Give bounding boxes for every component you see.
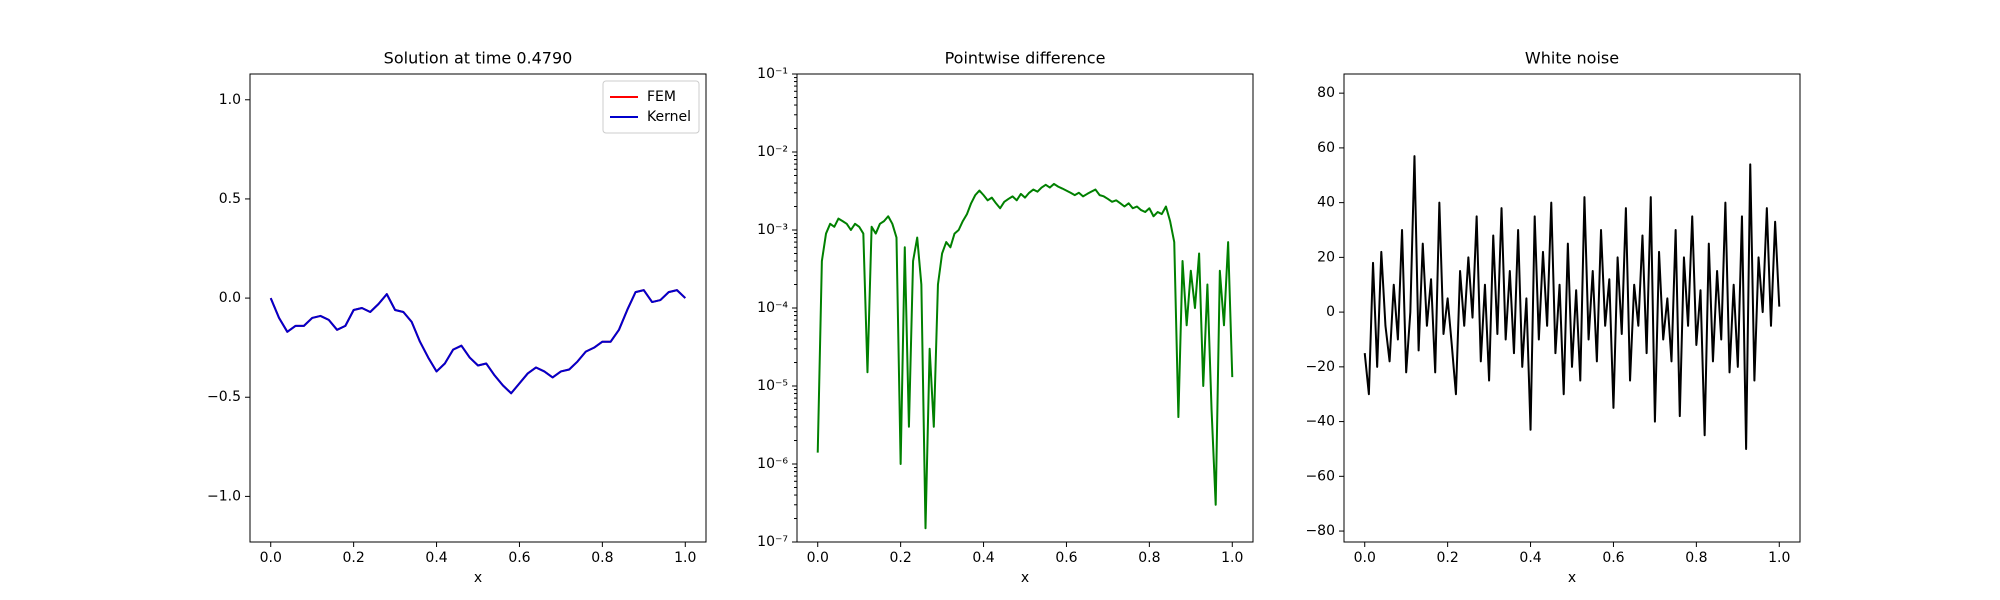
legend-box bbox=[602, 80, 700, 134]
subplot: Pointwise difference x 0.0 0.2 0.4 0.6 0.8 1.0 1… bbox=[757, 49, 1254, 586]
x-tick-label: 0.6 bbox=[1055, 550, 1077, 566]
x-tick-label: 0.8 bbox=[591, 550, 613, 566]
y-tick-label: −0.5 bbox=[207, 389, 241, 405]
y-tick-label: 10⁻³ bbox=[757, 222, 788, 238]
y-tick-label: −1.0 bbox=[207, 488, 241, 504]
x-axis-label: x bbox=[474, 570, 482, 586]
x-tick-label: 1.0 bbox=[1221, 550, 1243, 566]
axes-frame bbox=[1343, 73, 1801, 543]
y-tick-label: 80 bbox=[1317, 85, 1335, 101]
y-tick-label: 10⁻⁶ bbox=[757, 456, 788, 472]
subplot-title: Solution at time 0.4790 bbox=[384, 49, 573, 68]
legend-label: Kernel bbox=[647, 109, 691, 125]
legend: FEM Kernel bbox=[602, 80, 700, 134]
y-tick-label: 10⁻² bbox=[757, 144, 788, 160]
x-tick-label: 0.2 bbox=[890, 550, 912, 566]
y-tick-label: 1.0 bbox=[219, 92, 241, 108]
line-series bbox=[269, 289, 686, 395]
line-series bbox=[269, 289, 686, 395]
y-tick-label: 10⁻⁵ bbox=[757, 378, 788, 394]
y-tick-label: 10⁻¹ bbox=[757, 66, 788, 82]
y-tick-label: 0 bbox=[1326, 304, 1335, 320]
x-tick-label: 0.6 bbox=[508, 550, 530, 566]
y-tick-label: −20 bbox=[1305, 359, 1335, 375]
x-tick-label: 0.6 bbox=[1602, 550, 1624, 566]
x-tick-label: 0.8 bbox=[1138, 550, 1160, 566]
subplot: White noise x 0.0 0.2 0.4 0.6 0.8 1.0 −80 −60 −40 −… bbox=[1305, 49, 1801, 586]
x-tick-label: 0.4 bbox=[972, 550, 994, 566]
x-tick-label: 0.8 bbox=[1685, 550, 1707, 566]
y-tick-label: −60 bbox=[1305, 468, 1335, 484]
x-tick-label: 1.0 bbox=[674, 550, 696, 566]
legend-label: FEM bbox=[647, 89, 676, 105]
y-tick-label: 60 bbox=[1317, 140, 1335, 156]
x-axis-label: x bbox=[1021, 570, 1029, 586]
x-tick-label: 0.2 bbox=[1437, 550, 1459, 566]
y-tick-label: 10⁻⁷ bbox=[757, 534, 788, 550]
x-tick-label: 0.4 bbox=[425, 550, 447, 566]
y-tick-label: −80 bbox=[1305, 523, 1335, 539]
y-tick-label: −40 bbox=[1305, 414, 1335, 430]
x-tick-label: 1.0 bbox=[1768, 550, 1790, 566]
axes-frame bbox=[796, 73, 1254, 543]
axes-frame bbox=[249, 73, 707, 543]
x-tick-label: 0.2 bbox=[343, 550, 365, 566]
y-tick-label: 0.5 bbox=[219, 191, 241, 207]
y-tick-label: 20 bbox=[1317, 249, 1335, 265]
y-tick-label: 40 bbox=[1317, 195, 1335, 211]
x-axis-label: x bbox=[1568, 570, 1576, 586]
line-series bbox=[816, 182, 1234, 530]
subplot: Solution at time 0.4790 x 0.0 0.2 0.4 0.6 0.8 1… bbox=[207, 49, 707, 586]
x-tick-label: 0.0 bbox=[260, 550, 282, 566]
x-tick-label: 0.0 bbox=[1354, 550, 1376, 566]
y-tick-label: 0.0 bbox=[219, 290, 241, 306]
y-tick-label: 10⁻⁴ bbox=[757, 300, 788, 316]
subplot-title: Pointwise difference bbox=[945, 49, 1106, 68]
subplot-title: White noise bbox=[1525, 49, 1619, 68]
x-tick-label: 0.0 bbox=[807, 550, 829, 566]
line-series bbox=[1363, 155, 1781, 450]
x-tick-label: 0.4 bbox=[1519, 550, 1541, 566]
